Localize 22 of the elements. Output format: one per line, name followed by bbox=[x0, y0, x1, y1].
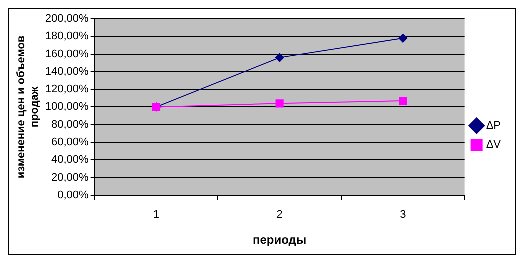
y-tick-label: 80,00% bbox=[52, 118, 90, 131]
y-axis-title: изменение цен и объемов продаж bbox=[16, 36, 41, 179]
x-tick-label: 1 bbox=[153, 209, 160, 222]
y-tick-label: 180,00% bbox=[45, 30, 90, 43]
y-tick-label: 120,00% bbox=[45, 84, 90, 96]
y-tick-label: 60,00% bbox=[52, 136, 90, 149]
y-tick-label: 100,00% bbox=[45, 101, 90, 114]
y-tick-label: 40,00% bbox=[52, 154, 90, 166]
y-tick-label: 140,00% bbox=[45, 66, 90, 78]
y-tick-label: 0,00% bbox=[58, 189, 90, 202]
legend-label: ΔP bbox=[486, 120, 502, 132]
point bbox=[275, 53, 284, 62]
point bbox=[398, 34, 408, 43]
legend-label: ΔV bbox=[486, 139, 502, 152]
point bbox=[276, 100, 284, 108]
y-tick-label: 200,00% bbox=[45, 13, 90, 26]
x-tick-label: 3 bbox=[400, 209, 406, 222]
y-tick-label: 20,00% bbox=[52, 172, 90, 184]
x-axis-title: периоды bbox=[252, 233, 307, 248]
x-tick-label: 2 bbox=[276, 209, 283, 222]
y-tick-label: 160,00% bbox=[45, 48, 90, 60]
point bbox=[399, 96, 408, 106]
